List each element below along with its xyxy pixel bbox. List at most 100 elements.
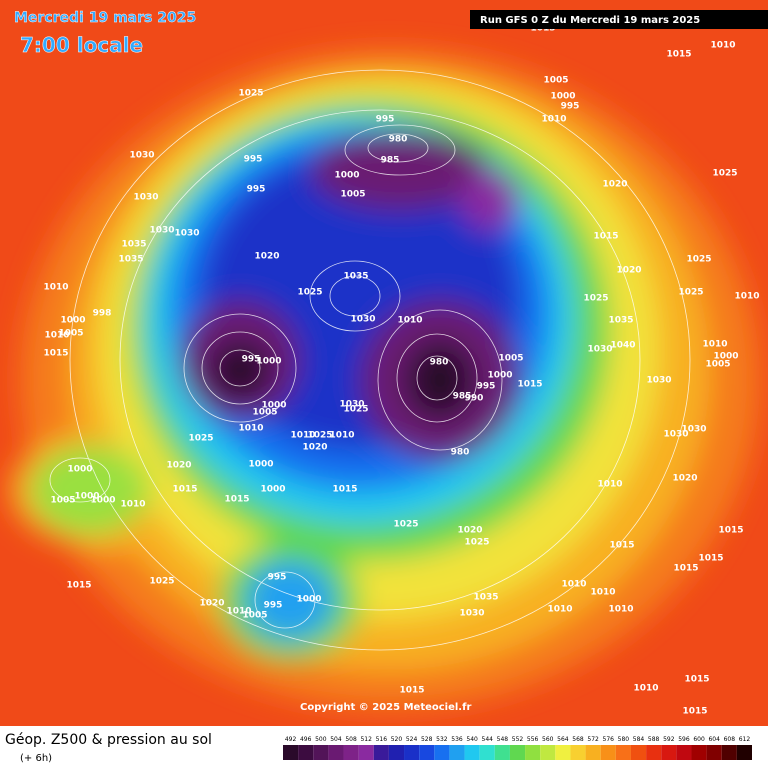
isobar-label: 1015 [684,675,709,685]
scale-swatch [283,745,299,760]
isobar-label: 1030 [133,193,158,203]
isobar-label: 1025 [583,294,608,304]
scale-swatch [464,745,480,760]
isobar-label: 1025 [678,288,703,298]
isobar-label: 995 [561,102,580,112]
run-box [470,10,768,29]
scale-swatch [494,745,510,760]
isobar-label: 1010 [710,41,735,51]
isobar-label: 1030 [350,315,375,325]
isobar-label: 1005 [705,360,730,370]
isobar-label: 1030 [646,376,671,386]
scale-label: 508 [345,736,357,743]
isobar-label: 1010 [43,283,68,293]
isobar-label: 1020 [672,474,697,484]
scale-label: 572 [587,736,599,743]
isobar-label: 1010 [633,684,658,694]
scale-label: 504 [330,736,342,743]
isobar-label: 1015 [682,707,707,717]
scale-label: 520 [391,736,403,743]
scale-label: 496 [300,736,312,743]
isobar-label: 1005 [340,190,365,200]
scale-swatch [358,745,374,760]
isobar-label: 1010 [597,480,622,490]
isobar-label: 990 [465,394,484,404]
isobar-label: 1005 [50,496,75,506]
isobar-label: 1000 [248,460,273,470]
scale-label: 604 [708,736,720,743]
isobar-label: 1010 [44,331,69,341]
scale-label: 544 [482,736,494,743]
scale-swatch [298,745,314,760]
isobar-label: 1000 [260,485,285,495]
scale-swatch [676,745,692,760]
isobar-label: 1000 [334,171,359,181]
isobar-label: 1010 [120,500,145,510]
scale-label: 552 [512,736,524,743]
isobar-label: 1000 [487,371,512,381]
isobar-label: 1025 [712,169,737,179]
isobar-label: 1030 [174,229,199,239]
isobar-label: 995 [477,382,496,392]
scale-label: 612 [739,736,751,743]
isobar-label: 1030 [149,226,174,236]
isobar-label: 1010 [734,292,759,302]
isobar-label: 1000 [261,401,286,411]
isobar-label: 1010 [547,605,572,615]
date: Mercredi 19 mars 2025 [14,10,196,26]
scale-swatch [525,745,541,760]
isobar-label: 1020 [254,252,279,262]
scale-swatch [419,745,435,760]
isobar-label: 1010 [226,607,251,617]
scale-swatch [721,745,737,760]
scale-label: 588 [648,736,660,743]
isobar-label: 1005 [543,76,568,86]
isobar-label: 1035 [121,240,146,250]
isobar-label: 980 [430,358,449,368]
isobar-label: 1020 [602,180,627,190]
isobar-label: 995 [242,355,261,365]
isobar-label: 1010 [608,605,633,615]
isobar-label: 1030 [339,400,364,410]
isobar-label: 995 [264,601,283,611]
scale-label: 540 [466,736,478,743]
isobar-label: 1000 [74,492,99,502]
scale-label: 584 [633,736,645,743]
isobar-label: 1010 [290,431,315,441]
isobar-label: 1020 [166,461,191,471]
scale-swatch [736,745,752,760]
isobar-label: 1010 [329,431,354,441]
isobar-label: 1030 [587,345,612,355]
isobar-label: 1005 [498,354,523,364]
scale-swatch [555,745,571,760]
isobar-label: 1010 [561,580,586,590]
scale-label: 512 [360,736,372,743]
isobar-label: 1010 [590,588,615,598]
scale-swatch [373,745,389,760]
field [0,0,768,726]
scale-label: 568 [572,736,584,743]
isobar-label: 1000 [67,465,92,475]
isobar-label: 1015 [673,564,698,574]
scale-swatch [343,745,359,760]
scale-swatch [509,745,526,760]
isobar-label: 998 [93,309,112,319]
scale-swatch [661,745,677,760]
isobar-label: 1015 [666,50,691,60]
scale-swatch [479,745,495,760]
isobar-label: 1020 [199,599,224,609]
scale-swatch [615,745,631,760]
isobar-label: 1025 [307,431,332,441]
scale-label: 548 [497,736,509,743]
isobar-label: 995 [247,185,266,195]
isobar-label: 1035 [343,272,368,282]
isobar-label: 1030 [663,430,688,440]
isobar-label: 1015 [224,495,249,505]
isobar-label: 1035 [118,255,143,265]
isobar-label: 1000 [296,595,321,605]
isobar-label: 1015 [66,581,91,591]
scale-swatch [313,745,329,760]
time: 7:00 locale [20,33,143,57]
isobar-label: 1015 [172,485,197,495]
